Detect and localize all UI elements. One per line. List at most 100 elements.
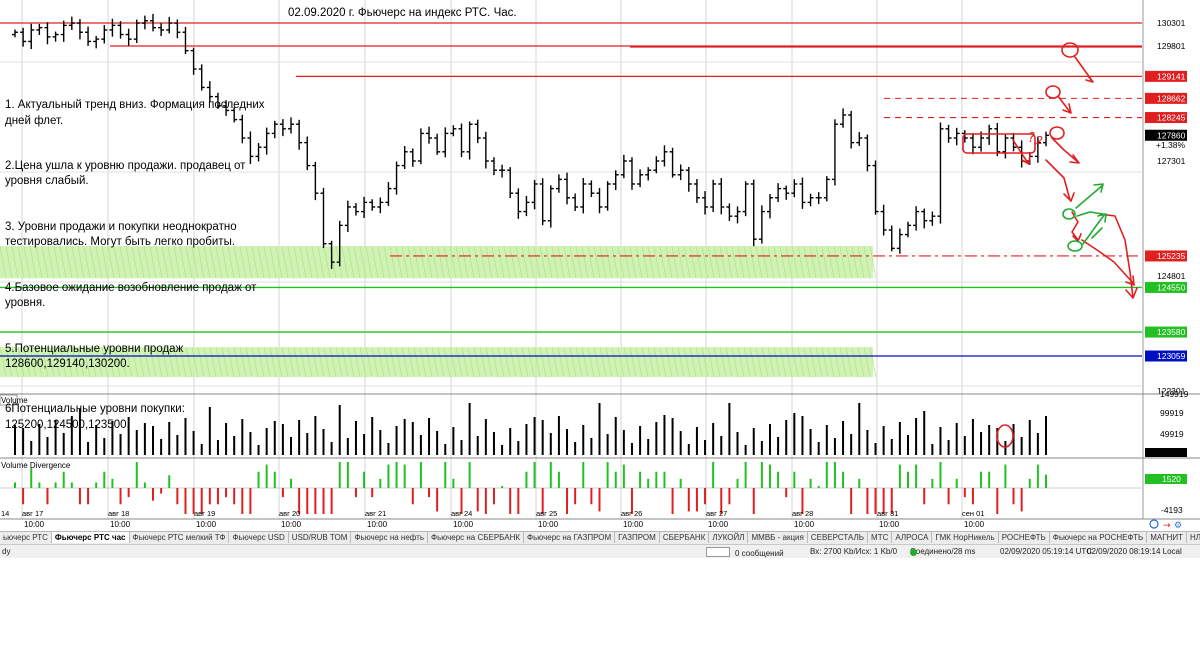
candle-42 <box>344 200 351 232</box>
price-change: +1.38% <box>1156 140 1186 150</box>
tab-19[interactable]: МАГНИТ <box>1147 532 1187 543</box>
candle-46 <box>377 197 384 214</box>
candle-128 <box>1043 131 1049 147</box>
candle-49 <box>401 146 408 169</box>
arrow-icon[interactable]: → <box>1163 521 1171 531</box>
price-tag-bg-128245 <box>1145 112 1187 124</box>
candle-3 <box>28 23 35 50</box>
candle-56 <box>458 123 465 158</box>
candle-50 <box>409 148 416 167</box>
settings-icon[interactable]: ⚙ <box>1174 521 1182 531</box>
tab-1[interactable]: ьючерс РТС <box>0 532 52 543</box>
date-label-11: авг 28 <box>792 509 813 518</box>
volume-tick-99919: 99919 <box>1160 408 1184 418</box>
candle-25 <box>206 81 213 103</box>
divergence-tick-1520: 1520 <box>1162 474 1181 484</box>
chart-canvas[interactable]: 130301 129801 127301 124801 122301 129141 1286… <box>0 0 1200 531</box>
candle-103 <box>840 108 847 128</box>
candle-95 <box>775 183 782 203</box>
candle-60 <box>490 157 497 176</box>
candle-107 <box>872 160 879 215</box>
price-tick-124801: 124801 <box>1157 271 1186 281</box>
annotation-circle-1 <box>1061 42 1079 58</box>
candle-38 <box>312 161 319 201</box>
candle-61 <box>499 164 506 178</box>
date-label-3: авг 18 <box>108 509 129 518</box>
annotation-arrow-4 <box>1045 159 1075 202</box>
link-icon[interactable] <box>1149 519 1159 529</box>
candle-9 <box>76 19 83 40</box>
annotation-arrow-2 <box>1057 95 1072 114</box>
annotation-green-circle-2 <box>1067 240 1083 252</box>
candle-67 <box>547 185 554 228</box>
note-5: 5.Потенциальные уровни продаж 128600,129… <box>5 342 187 370</box>
annotation-range-box <box>962 133 1036 154</box>
tab-3[interactable]: Фьючерс РТС мелкий ТФ <box>130 532 230 543</box>
tab-12[interactable]: ММВБ - акция <box>748 532 808 543</box>
tab-17[interactable]: РОСНЕФТЬ <box>999 532 1050 543</box>
price-tag-128245: 128245 <box>1157 113 1186 123</box>
candle-89 <box>726 203 733 221</box>
candle-104 <box>848 110 855 149</box>
candle-15 <box>125 28 132 46</box>
tab-6[interactable]: Фьючерс на нефть <box>351 532 429 543</box>
candle-48 <box>393 161 400 195</box>
annotation-green-tick <box>1091 227 1103 239</box>
tab-2[interactable]: Фьючерс РТС час <box>51 532 130 543</box>
tab-7[interactable]: Фьючерс на СБЕРБАНК <box>428 532 525 543</box>
candle-37 <box>304 136 311 171</box>
candle-88 <box>718 178 725 215</box>
tab-4[interactable]: Фьючерс USD <box>229 532 289 543</box>
tab-14[interactable]: МТС <box>868 532 893 543</box>
tab-10[interactable]: СБЕРБАНК <box>660 532 710 543</box>
price-tag-bg-129141 <box>1145 70 1187 82</box>
candle-109 <box>888 225 895 252</box>
candle-79 <box>645 167 652 181</box>
candle-57 <box>466 121 473 160</box>
tab-15[interactable]: АЛРОСА <box>892 532 933 543</box>
tab-20[interactable]: НЛМК <box>1187 532 1200 543</box>
tab-8[interactable]: Фьючерс на ГАЗПРОМ <box>524 532 616 543</box>
candle-10 <box>85 26 92 46</box>
candle-8 <box>68 16 75 30</box>
price-tag-124550: 124550 <box>1157 283 1186 293</box>
zone-2 <box>0 347 873 378</box>
time-label-2: 10:00 <box>110 520 131 529</box>
annotation-arrow-7 <box>1081 239 1135 286</box>
candle-19 <box>158 23 165 37</box>
status-connection: Соединено/28 ms <box>910 547 976 556</box>
candle-75 <box>612 170 619 191</box>
candle-11 <box>93 35 100 49</box>
tab-9[interactable]: ГАЗПРОМ <box>615 532 660 543</box>
candle-20 <box>166 16 173 34</box>
date-label-4: авг 19 <box>194 509 215 518</box>
candle-101 <box>823 176 830 202</box>
candle-102 <box>831 119 838 186</box>
note-2: 2.Цена ушла к уровню продажи. продавец о… <box>5 160 249 188</box>
annotation-green-arrow-1 <box>1075 183 1104 209</box>
divergence-tick-neg: -4193 <box>1161 505 1183 515</box>
candle-85 <box>693 179 700 203</box>
price-tag-bg-128662 <box>1145 92 1187 104</box>
price-tag-129141: 129141 <box>1157 72 1186 82</box>
candle-16 <box>133 19 140 44</box>
candle-98 <box>799 177 806 209</box>
candle-68 <box>555 174 562 193</box>
candle-65 <box>531 179 538 210</box>
candle-74 <box>604 181 611 211</box>
tab-18[interactable]: Фьючерс на РОСНЕФТЬ <box>1050 532 1148 543</box>
candle-78 <box>637 169 644 188</box>
annotation-two: 2 <box>1036 134 1043 147</box>
tab-5[interactable]: USD/RUB TOM <box>289 532 352 543</box>
tab-11[interactable]: ЛУКОЙЛ <box>709 532 749 543</box>
candle-97 <box>791 179 798 198</box>
tab-13[interactable]: СЕВЕРСТАЛЬ <box>808 532 869 543</box>
candle-80 <box>653 156 660 174</box>
time-label-7: 10:00 <box>538 520 559 529</box>
candle-29 <box>239 114 246 144</box>
candle-28 <box>231 107 238 123</box>
tab-16[interactable]: ГМК НорНикель <box>932 532 999 543</box>
price-tag-bg-125235 <box>1145 250 1187 262</box>
candle-115 <box>937 122 944 224</box>
candle-94 <box>766 194 773 219</box>
